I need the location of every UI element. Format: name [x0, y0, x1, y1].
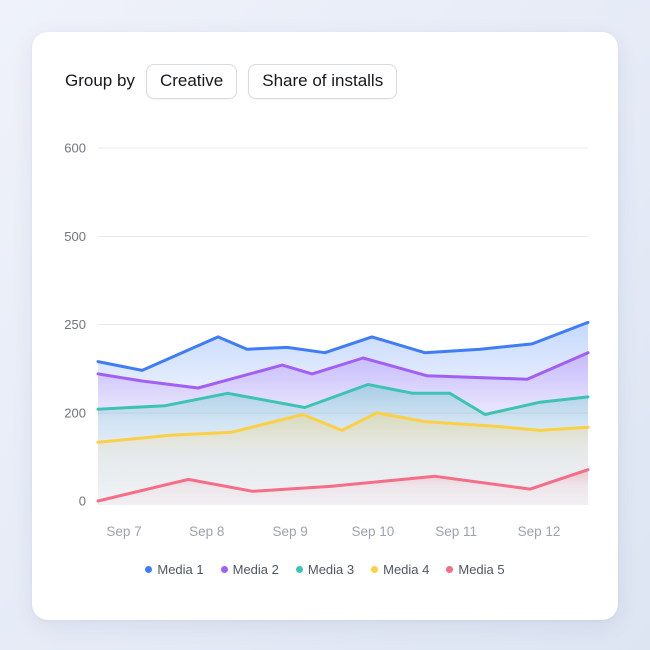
group-by-creative-button[interactable]: Creative [145, 63, 238, 99]
legend-item-media-3[interactable]: Media 3 [295, 562, 355, 577]
legend-label: Media 2 [232, 562, 279, 577]
toolbar: Group by Creative Share of installs [65, 63, 618, 99]
series-area-media-5 [98, 469, 588, 505]
y-tick-label: 200 [64, 405, 86, 420]
series-line-media-1 [96, 320, 590, 372]
y-tick-label: 250 [64, 317, 86, 332]
legend-dot [295, 566, 303, 573]
legend-label: Media 5 [458, 562, 505, 577]
legend-item-media-1[interactable]: Media 1 [145, 562, 204, 577]
series-line-media-2 [96, 351, 590, 390]
x-tick-label: Sep 7 [106, 524, 141, 539]
legend-dot [446, 566, 454, 573]
legend-label: Media 3 [307, 562, 355, 577]
y-tick-label: 0 [79, 494, 86, 509]
metric-share-of-installs-button[interactable]: Share of installs [248, 63, 398, 99]
legend-item-media-5[interactable]: Media 5 [446, 562, 505, 577]
y-tick-label: 600 [64, 141, 86, 156]
legend-label: Media 1 [157, 562, 204, 577]
y-tick-label: 500 [64, 229, 86, 244]
x-tick-label: Sep 9 [272, 524, 307, 539]
area-chart: 0 200 250 500 600 Sep 7 Sep 8 Sep 9 Sep 10 Sep 11… [64, 141, 590, 539]
legend-label: Media 4 [383, 562, 430, 577]
legend-dot [371, 566, 379, 573]
chart-legend: Media 1 Media 2 Media 3 Media 4 Media 5 [32, 562, 618, 577]
group-by-label: Group by [65, 71, 135, 90]
series-line-media-3 [96, 383, 590, 416]
legend-item-media-4[interactable]: Media 4 [371, 562, 429, 577]
legend-dot [145, 566, 153, 573]
x-tick-label: Sep 11 [435, 524, 477, 539]
x-tick-label: Sep 8 [189, 524, 224, 539]
chart-card: Group by Creative Share of installs 0 200… [32, 32, 618, 620]
x-tick-label: Sep 10 [351, 524, 394, 539]
legend-item-media-2[interactable]: Media 2 [220, 562, 279, 577]
series-line-media-5 [96, 468, 590, 503]
x-tick-label: Sep 12 [518, 524, 561, 539]
series-line-media-4 [96, 411, 590, 444]
legend-dot [220, 566, 228, 573]
